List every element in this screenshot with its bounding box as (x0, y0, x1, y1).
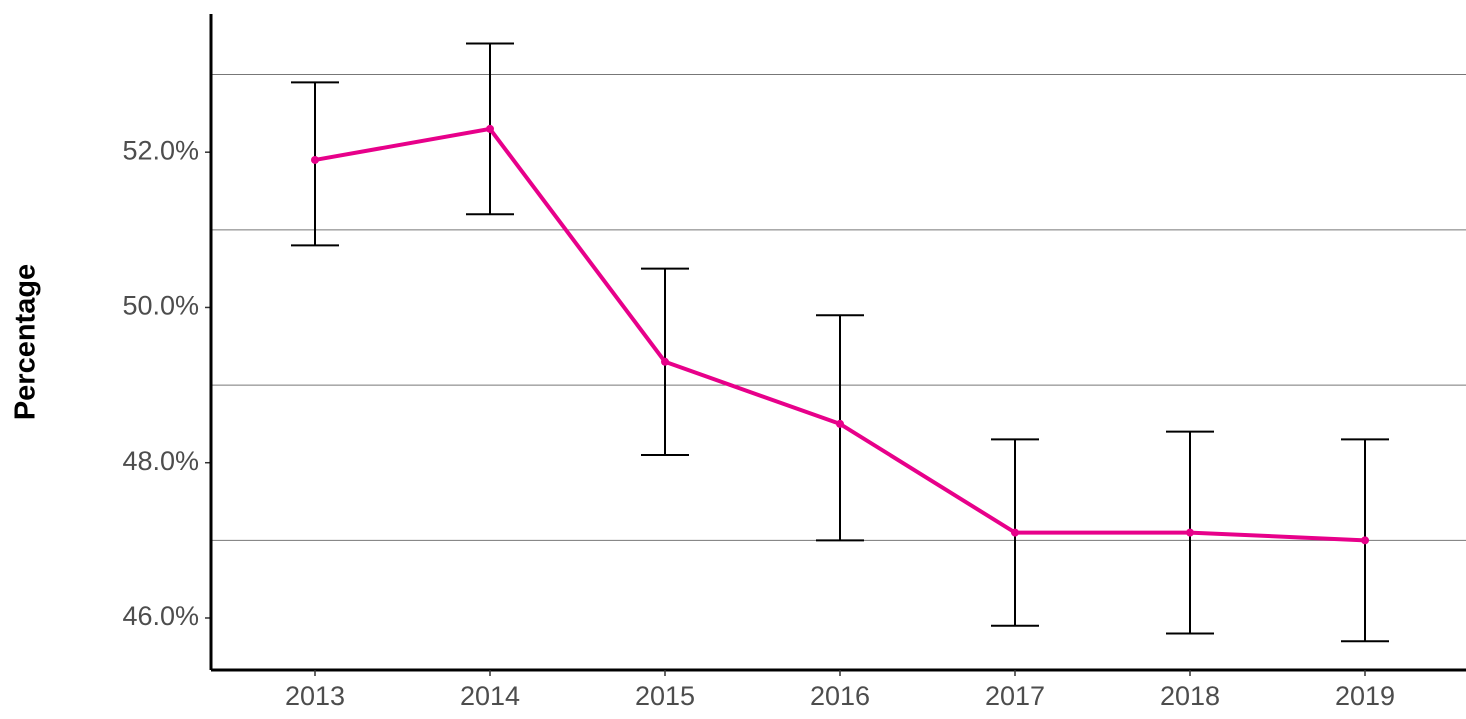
point (836, 419, 844, 428)
x-tick-label: 2016 (810, 681, 870, 711)
point (1186, 528, 1194, 537)
x-tick-label: 2017 (985, 681, 1045, 711)
y-axis-title: Percentage (10, 264, 42, 420)
y-tick-label: 48.0% (122, 446, 199, 476)
x-tick-label: 2019 (1335, 681, 1395, 711)
point (486, 124, 494, 133)
point (661, 357, 669, 366)
x-tick-label: 2014 (460, 681, 520, 711)
x-tick-label: 2018 (1160, 681, 1220, 711)
point (1361, 536, 1369, 545)
x-tick-label: 2013 (285, 681, 345, 711)
x-tick-label: 2015 (635, 681, 695, 711)
y-tick-label: 46.0% (122, 601, 199, 631)
y-tick-label: 50.0% (122, 291, 199, 321)
y-tick-label: 52.0% (122, 135, 199, 165)
point (1011, 528, 1019, 537)
point (311, 155, 319, 164)
